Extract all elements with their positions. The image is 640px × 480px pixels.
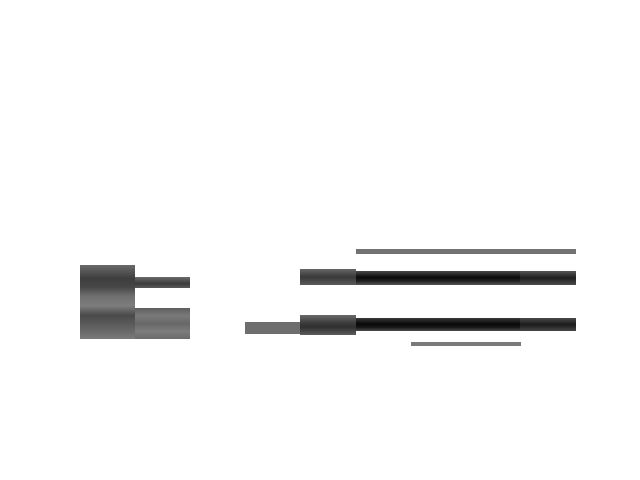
block-left-upper-tab [135,277,190,288]
bar-lower-tail [520,318,576,331]
block-left-lower-tab [135,308,190,339]
bar-lower-body [356,318,520,331]
bar-lower-head [300,315,356,335]
line-bottom [411,342,521,346]
bar-lower-lead [245,322,300,334]
line-top [356,249,576,254]
bar-upper-body [356,271,520,285]
block-left-main [80,265,135,339]
bar-upper-tail [520,271,576,285]
bar-upper-head [300,269,356,285]
